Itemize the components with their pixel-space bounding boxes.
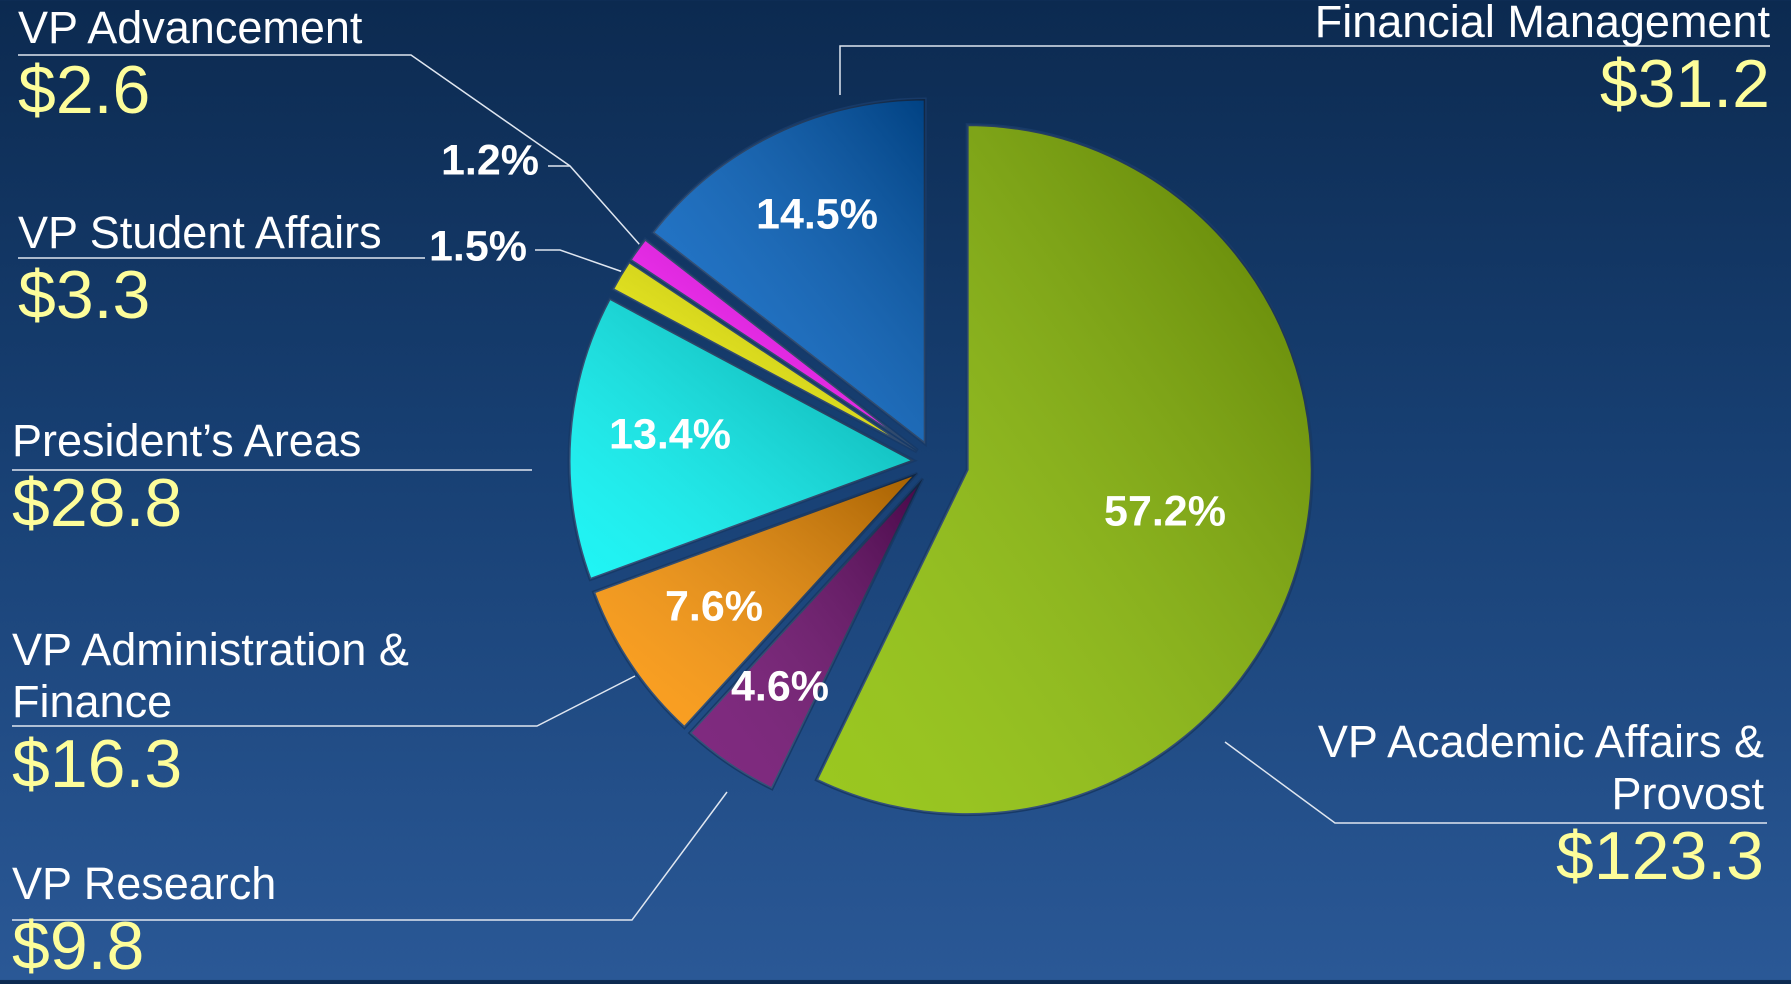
category-name: Financial Management [1314, 0, 1770, 47]
category-name: VP Student Affairs [18, 207, 382, 258]
slice-label: VP Student Affairs $3.3 [18, 207, 618, 331]
category-name: VP Advancement [18, 2, 363, 53]
amount-label: $31.2 [1599, 46, 1770, 122]
amount-label: $16.3 [12, 726, 183, 802]
percent-label: 4.6% [731, 662, 829, 710]
category-name: VP Academic Affairs & Provost [1317, 716, 1764, 819]
amount-label: $123.3 [1556, 818, 1764, 894]
amount-label: $9.8 [12, 908, 145, 984]
category-name: VP Research [12, 858, 277, 909]
slice-label: VP Administration & Finance $16.3 [12, 624, 422, 800]
percent-label: 7.6% [665, 582, 763, 630]
leader-line [12, 791, 728, 921]
percent-label: 1.2% [441, 136, 539, 184]
leader-line [535, 249, 624, 273]
slice-label: VP Academic Affairs & Provost $123.3 [1294, 716, 1764, 892]
amount-label: $28.8 [12, 465, 183, 541]
slice-label: VP Advancement $2.6 [18, 2, 618, 126]
percent-label: 57.2% [1104, 487, 1226, 535]
percent-label: 13.4% [609, 410, 731, 458]
percent-label: 14.5% [756, 190, 878, 238]
slice-label: President’s Areas $28.8 [12, 415, 612, 539]
leader-line [839, 45, 1770, 95]
category-name: VP Administration & Finance [12, 624, 409, 727]
category-name: President’s Areas [12, 415, 362, 466]
leader-line [18, 54, 641, 246]
percent-label: 1.5% [429, 222, 527, 270]
slice-label: Financial Management $31.2 [1070, 0, 1770, 120]
slice-label: VP Research $9.8 [12, 858, 612, 982]
amount-label: $3.3 [18, 257, 151, 333]
amount-label: $2.6 [18, 52, 151, 128]
